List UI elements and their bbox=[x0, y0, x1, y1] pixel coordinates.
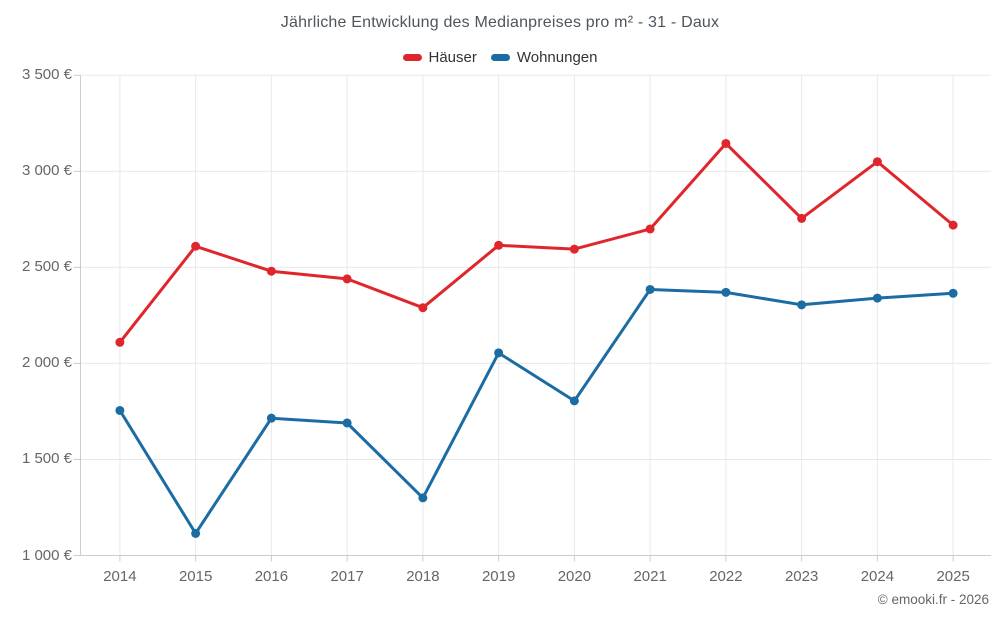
data-point-häuser-2021 bbox=[645, 224, 655, 234]
data-point-häuser-2017 bbox=[342, 274, 352, 284]
data-point-häuser-2016 bbox=[266, 266, 276, 276]
x-axis-label: 2021 bbox=[633, 568, 667, 585]
data-point-wohnungen-2015 bbox=[191, 528, 201, 538]
data-point-wohnungen-2017 bbox=[342, 418, 352, 428]
data-point-häuser-2019 bbox=[494, 240, 504, 250]
legend-label: Häuser bbox=[428, 48, 477, 66]
copyright: © emooki.fr - 2026 bbox=[877, 592, 989, 607]
legend-marker-icon bbox=[402, 53, 422, 61]
legend-item-wohnungen[interactable]: Wohnungen bbox=[490, 48, 598, 66]
x-axis-label: 2017 bbox=[330, 568, 364, 585]
y-axis-label: 1 000 € bbox=[21, 546, 72, 564]
legend-marker-icon bbox=[490, 53, 510, 61]
chart-title: Jährliche Entwicklung des Medianpreises … bbox=[280, 14, 720, 31]
data-point-häuser-2023 bbox=[797, 213, 807, 223]
data-point-häuser-2020 bbox=[569, 244, 579, 254]
series-line-häuser bbox=[118, 142, 955, 344]
y-axis-label: 3 000 € bbox=[21, 162, 72, 180]
legend-label: Wohnungen bbox=[516, 48, 598, 66]
x-axis-label: 2018 bbox=[406, 568, 440, 585]
legend-item-huser[interactable]: Häuser bbox=[402, 48, 477, 66]
data-point-häuser-2022 bbox=[721, 138, 731, 148]
x-axis-label: 2025 bbox=[936, 568, 970, 585]
y-axis-label: 1 500 € bbox=[21, 450, 72, 468]
x-axis-label: 2016 bbox=[254, 568, 289, 585]
data-point-wohnungen-2025 bbox=[948, 288, 958, 298]
data-point-häuser-2018 bbox=[418, 303, 428, 313]
data-point-wohnungen-2016 bbox=[266, 413, 276, 423]
data-point-häuser-2014 bbox=[115, 337, 125, 347]
data-point-häuser-2024 bbox=[872, 157, 882, 167]
data-point-wohnungen-2019 bbox=[494, 348, 504, 358]
data-point-wohnungen-2022 bbox=[721, 287, 731, 297]
y-axis-label: 3 500 € bbox=[21, 66, 72, 84]
data-point-häuser-2025 bbox=[948, 220, 958, 230]
legend: Häuser Wohnungen bbox=[0, 46, 1000, 68]
data-point-wohnungen-2018 bbox=[418, 493, 428, 503]
data-point-wohnungen-2014 bbox=[115, 405, 125, 415]
data-point-häuser-2015 bbox=[191, 241, 201, 251]
x-axis-label: 2020 bbox=[557, 568, 592, 585]
series-line-wohnungen bbox=[118, 288, 955, 535]
x-axis-label: 2024 bbox=[860, 568, 895, 585]
data-point-wohnungen-2021 bbox=[645, 284, 655, 294]
y-axis-label: 2 500 € bbox=[21, 258, 72, 276]
x-axis-label: 2022 bbox=[709, 568, 743, 585]
y-axis-label: 2 000 € bbox=[21, 354, 72, 372]
x-axis-label: 2015 bbox=[178, 568, 213, 585]
x-axis-label: 2014 bbox=[103, 568, 137, 585]
x-axis-label: 2019 bbox=[481, 568, 516, 585]
x-axis-label: 2023 bbox=[784, 568, 819, 585]
data-point-wohnungen-2023 bbox=[797, 300, 807, 310]
data-point-wohnungen-2020 bbox=[569, 396, 579, 406]
data-point-wohnungen-2024 bbox=[872, 293, 882, 303]
